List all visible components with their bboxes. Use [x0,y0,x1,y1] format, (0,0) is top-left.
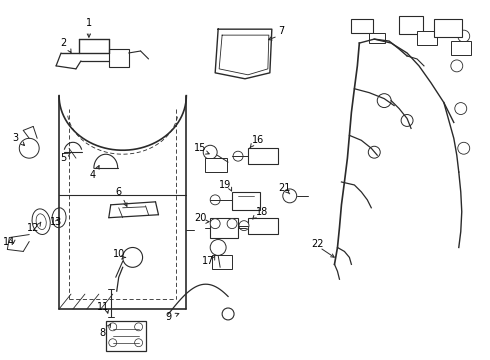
Text: 2: 2 [60,38,66,48]
Text: 17: 17 [202,256,215,266]
Circle shape [122,247,143,267]
Bar [205,158,227,172]
Text: 10: 10 [113,249,125,260]
Circle shape [283,189,297,203]
Bar [212,255,232,269]
Text: 15: 15 [194,143,206,153]
Text: 18: 18 [256,207,268,217]
Circle shape [210,219,220,229]
Text: 13: 13 [50,217,62,227]
Circle shape [233,151,243,161]
Circle shape [451,60,463,72]
Text: 14: 14 [3,237,16,247]
Bar [434,19,462,37]
Circle shape [135,339,143,347]
Text: 5: 5 [60,153,66,163]
Bar [248,218,278,234]
Circle shape [222,308,234,320]
Text: 9: 9 [165,312,172,322]
Circle shape [455,103,467,114]
Circle shape [109,339,117,347]
Text: 6: 6 [116,187,122,197]
Circle shape [448,20,460,32]
Circle shape [203,145,217,159]
Circle shape [377,94,391,108]
Ellipse shape [32,209,50,234]
Circle shape [210,239,226,255]
Ellipse shape [52,208,66,228]
Bar [417,31,437,45]
Ellipse shape [36,214,46,230]
Text: 3: 3 [12,133,18,143]
Text: 21: 21 [279,183,291,193]
Text: 1: 1 [86,18,92,28]
Circle shape [239,221,249,231]
Text: 7: 7 [279,26,285,36]
Text: 4: 4 [90,170,96,180]
Bar [106,321,146,351]
Bar [399,16,423,34]
Circle shape [109,323,117,331]
Circle shape [368,146,380,158]
Text: 12: 12 [27,222,39,233]
Bar [351,19,373,33]
Bar [369,33,385,43]
Circle shape [19,138,39,158]
Circle shape [135,323,143,331]
Circle shape [458,30,470,42]
Text: 19: 19 [219,180,231,190]
Text: 16: 16 [252,135,264,145]
Bar [109,49,129,67]
Text: 11: 11 [97,302,109,312]
Circle shape [458,142,470,154]
Circle shape [210,195,220,205]
Text: 20: 20 [194,213,206,223]
Bar [210,218,238,238]
Text: 8: 8 [100,328,106,338]
Bar [232,192,260,210]
Bar [248,148,278,164]
Circle shape [227,219,237,229]
Text: 22: 22 [311,239,324,249]
Circle shape [401,114,413,126]
Bar [451,41,471,55]
